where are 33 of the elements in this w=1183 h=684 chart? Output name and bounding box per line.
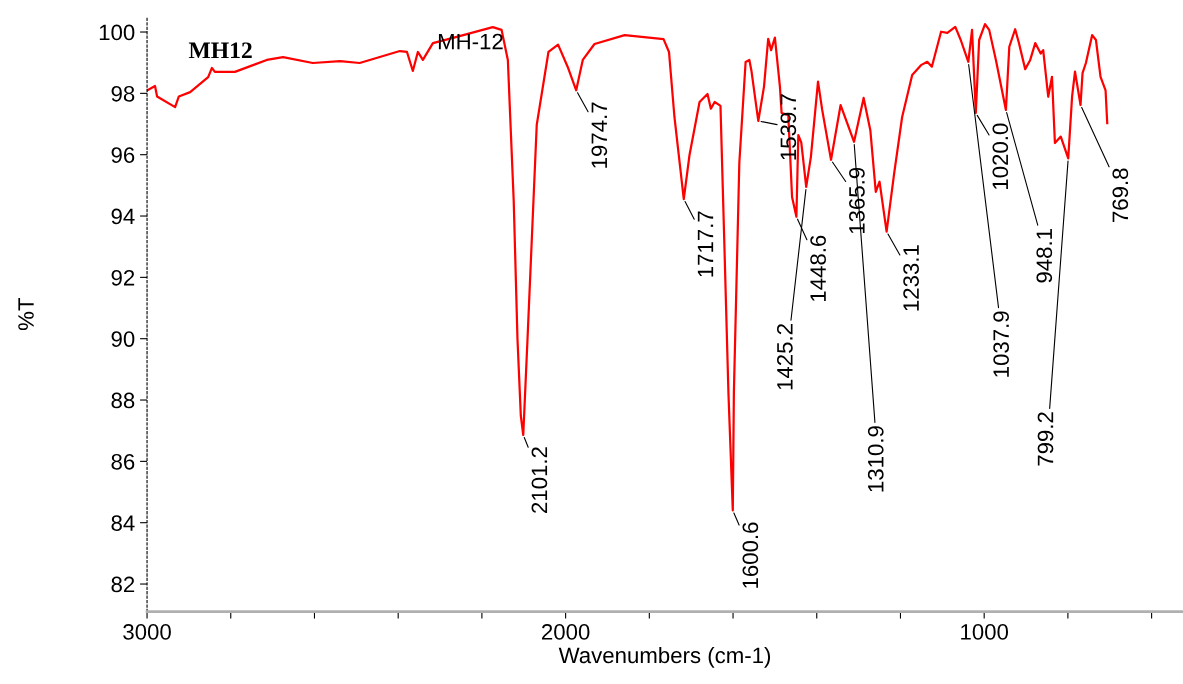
annotation: 1365.9 <box>849 167 865 234</box>
x-tick-label: 1000 <box>961 624 1009 640</box>
annotation: MH12 <box>188 42 252 59</box>
y-tick-label: 90 <box>111 331 135 347</box>
annotation: 1233.1 <box>903 245 919 311</box>
annotation: 1310.9 <box>867 426 884 492</box>
y-tick-label: 84 <box>111 515 135 531</box>
line-series <box>147 22 1109 512</box>
annotation: 1600.6 <box>742 522 759 588</box>
x-axis-title: Wavenumbers (cm-1) <box>558 646 771 668</box>
y-tick-label: 94 <box>111 208 135 225</box>
annotation: 1974.7 <box>591 102 608 168</box>
y-tick-label: 96 <box>111 147 135 163</box>
annotation: 769.8 <box>1112 168 1129 222</box>
annotation: 1539.7 <box>780 94 797 160</box>
x-tick-label: 2000 <box>542 624 590 640</box>
annotation: 1425.2 <box>776 324 793 390</box>
annotation: 2101.2 <box>531 447 548 513</box>
y-tick-label: 100 <box>99 24 135 41</box>
annotation: MH-12 <box>438 33 503 50</box>
y-tick-label: 82 <box>111 576 135 593</box>
y-tick-label: 98 <box>111 85 135 102</box>
x-tick-label: 3000 <box>123 624 171 640</box>
y-tick-label: 88 <box>111 392 135 409</box>
annotation: 799.2 <box>1037 412 1054 466</box>
y-axis-title: %T <box>18 298 34 331</box>
annotation: 1448.6 <box>810 235 826 301</box>
y-tick-label: 86 <box>111 453 135 470</box>
y-tick-label: 92 <box>111 269 135 286</box>
annotation: 1020.0 <box>992 123 1009 189</box>
annotation: 1037.9 <box>993 311 1009 377</box>
annotation: 948.1 <box>1036 229 1053 283</box>
annotation: 1717.7 <box>697 211 714 277</box>
